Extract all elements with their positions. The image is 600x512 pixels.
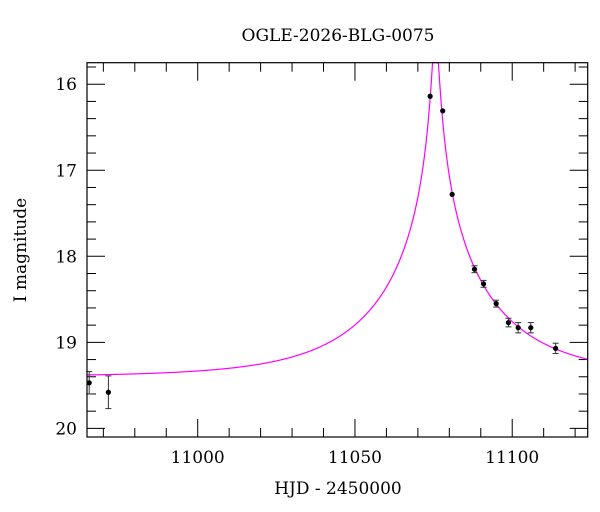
data-point bbox=[480, 281, 487, 287]
y-tick-label: 17 bbox=[55, 161, 77, 181]
x-axis-label: HJD - 2450000 bbox=[274, 479, 402, 499]
y-tick-label: 16 bbox=[55, 75, 77, 95]
data-points bbox=[86, 93, 559, 410]
y-tick-label: 18 bbox=[55, 247, 77, 267]
y-tick-label: 20 bbox=[55, 419, 77, 439]
y-axis-label: I magnitude bbox=[11, 198, 31, 302]
data-point bbox=[515, 325, 521, 331]
data-point bbox=[440, 108, 446, 114]
x-tick-label: 11100 bbox=[485, 448, 539, 468]
y-tick-label: 19 bbox=[55, 333, 77, 353]
model-curve-group bbox=[86, 62, 588, 376]
axis-ticks: 11000 11050 11100 16 17 18 19 20 bbox=[55, 62, 588, 468]
data-point bbox=[528, 325, 534, 331]
data-point bbox=[505, 319, 512, 326]
data-point bbox=[427, 93, 433, 99]
data-point bbox=[86, 380, 92, 386]
x-tick-label: 11050 bbox=[328, 448, 382, 468]
model-curve bbox=[86, 62, 588, 376]
data-point bbox=[553, 345, 559, 351]
chart-title: OGLE-2026-BLG-0075 bbox=[242, 26, 435, 46]
data-point bbox=[105, 389, 111, 395]
data-point bbox=[449, 191, 455, 197]
x-tick-label: 11000 bbox=[171, 448, 225, 468]
data-point bbox=[493, 301, 499, 307]
data-point bbox=[471, 266, 478, 272]
plot-frame bbox=[86, 62, 589, 438]
